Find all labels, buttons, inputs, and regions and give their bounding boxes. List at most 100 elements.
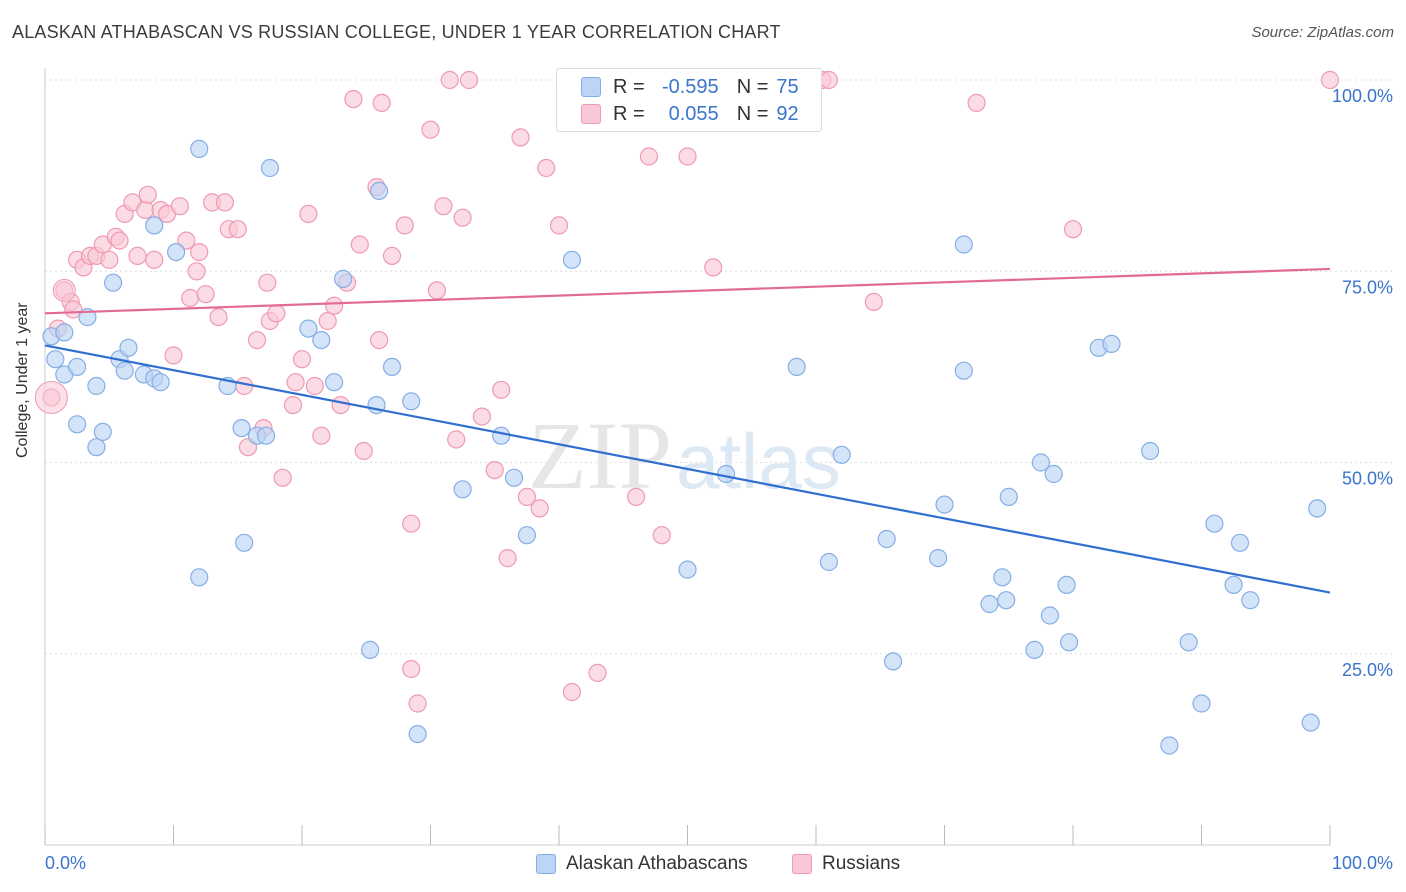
athabascans-point [382, 357, 402, 376]
athabascans-point [115, 361, 134, 380]
legend-label-athabascans: Alaskan Athabascans [566, 853, 748, 874]
russians-point [395, 216, 414, 235]
russians-point [34, 380, 68, 414]
russians-point [100, 250, 119, 269]
athabascans-point [235, 533, 254, 552]
athabascans-point [260, 158, 279, 178]
athabascans-point [787, 357, 806, 376]
russians-point [498, 548, 517, 568]
russians-point [447, 430, 466, 449]
blue-swatch [581, 77, 601, 97]
athabascans-point [1241, 591, 1260, 610]
russians-point [460, 70, 479, 90]
athabascans-point [1205, 514, 1224, 533]
athabascans-point [1140, 441, 1160, 461]
russians-point [344, 89, 363, 109]
athabascans-point [55, 323, 74, 342]
athabascans-point [562, 250, 582, 269]
athabascans-point [1057, 575, 1076, 595]
russians-point [318, 311, 337, 331]
russians-point [402, 514, 421, 533]
russians-trend-line [44, 267, 1331, 315]
series-legend: Alaskan Athabascans Russians [0, 851, 1406, 877]
russians-point [196, 285, 215, 304]
athabascans-point [361, 640, 380, 660]
athabascans-point [190, 139, 209, 158]
athabascans-point [1301, 713, 1320, 732]
athabascans-point [119, 338, 138, 357]
russians-point [52, 278, 76, 302]
russians-point [286, 373, 305, 392]
legend-row-athabascans: R = -0.595 N = 75 [581, 75, 799, 99]
russians-point [170, 197, 189, 216]
athabascans-point [517, 526, 537, 545]
russians-point [370, 331, 389, 350]
russians-point [492, 380, 511, 399]
y-tick-label: 100.0% [1332, 86, 1393, 106]
athabascans-point [678, 560, 697, 579]
russians-point [434, 197, 453, 216]
russians-point [652, 526, 671, 545]
russians-point [292, 350, 312, 369]
legend-item-athabascans: Alaskan Athabascans [536, 853, 748, 875]
russians-point [485, 461, 504, 480]
russians-point [164, 346, 183, 365]
russians-point [110, 231, 129, 250]
athabascans-point [993, 568, 1012, 587]
russians-point [530, 499, 549, 518]
russians-point [258, 273, 277, 292]
athabascans-point [1102, 334, 1121, 353]
russians-point [408, 694, 427, 713]
russians-point [549, 216, 569, 235]
russians-point [517, 487, 537, 506]
athabascans-point [46, 350, 65, 369]
athabascans-point [402, 392, 421, 411]
x-tick-label: 100.0% [1332, 853, 1393, 873]
athabascans-point [819, 552, 839, 572]
pink-swatch [581, 104, 601, 124]
chart-title: ALASKAN ATHABASCAN VS RUSSIAN COLLEGE, U… [12, 22, 781, 42]
athabascans-point [1224, 575, 1243, 595]
russians-point [187, 262, 206, 281]
y-tick-label: 50.0% [1342, 469, 1393, 489]
russians-point [299, 204, 318, 223]
russians-point [273, 468, 292, 487]
russians-point [215, 193, 234, 212]
r-label: R = [613, 75, 645, 98]
russians-point [453, 208, 472, 227]
legend-row-russians: R = 0.055 N = 92 [581, 102, 799, 126]
athabascans-point [999, 487, 1018, 506]
russians-point [819, 70, 839, 90]
n-label: N = [736, 102, 769, 125]
russians-point [64, 300, 83, 319]
russians-point [562, 682, 582, 702]
russians-point [247, 331, 267, 350]
russians-point [704, 258, 723, 277]
russians-point [305, 376, 324, 396]
athabascans-point [299, 319, 318, 338]
athabascans-point [954, 235, 973, 254]
russians-point [209, 308, 228, 327]
russians-point [421, 120, 440, 139]
athabascans-point [980, 594, 999, 614]
russians-point [312, 426, 331, 445]
r-value: -0.595 [661, 75, 719, 98]
russians-point [228, 220, 247, 239]
russians-point [626, 487, 646, 506]
watermark-zip: ZIP [528, 402, 672, 509]
n-value: 75 [776, 75, 799, 98]
n-label: N = [736, 75, 769, 98]
athabascans-point [370, 181, 389, 200]
athabascans-point [1192, 694, 1211, 713]
athabascans-point [954, 361, 973, 380]
source-label: Source: ZipAtlas.com [1251, 24, 1394, 41]
athabascans-point [103, 273, 123, 292]
r-label: R = [613, 102, 645, 125]
russians-point [511, 128, 530, 147]
athabascans-point [167, 243, 186, 262]
russians-point [138, 185, 157, 204]
trend-lines [44, 267, 1331, 594]
russians-point [382, 246, 402, 265]
r-value: 0.055 [668, 102, 719, 125]
